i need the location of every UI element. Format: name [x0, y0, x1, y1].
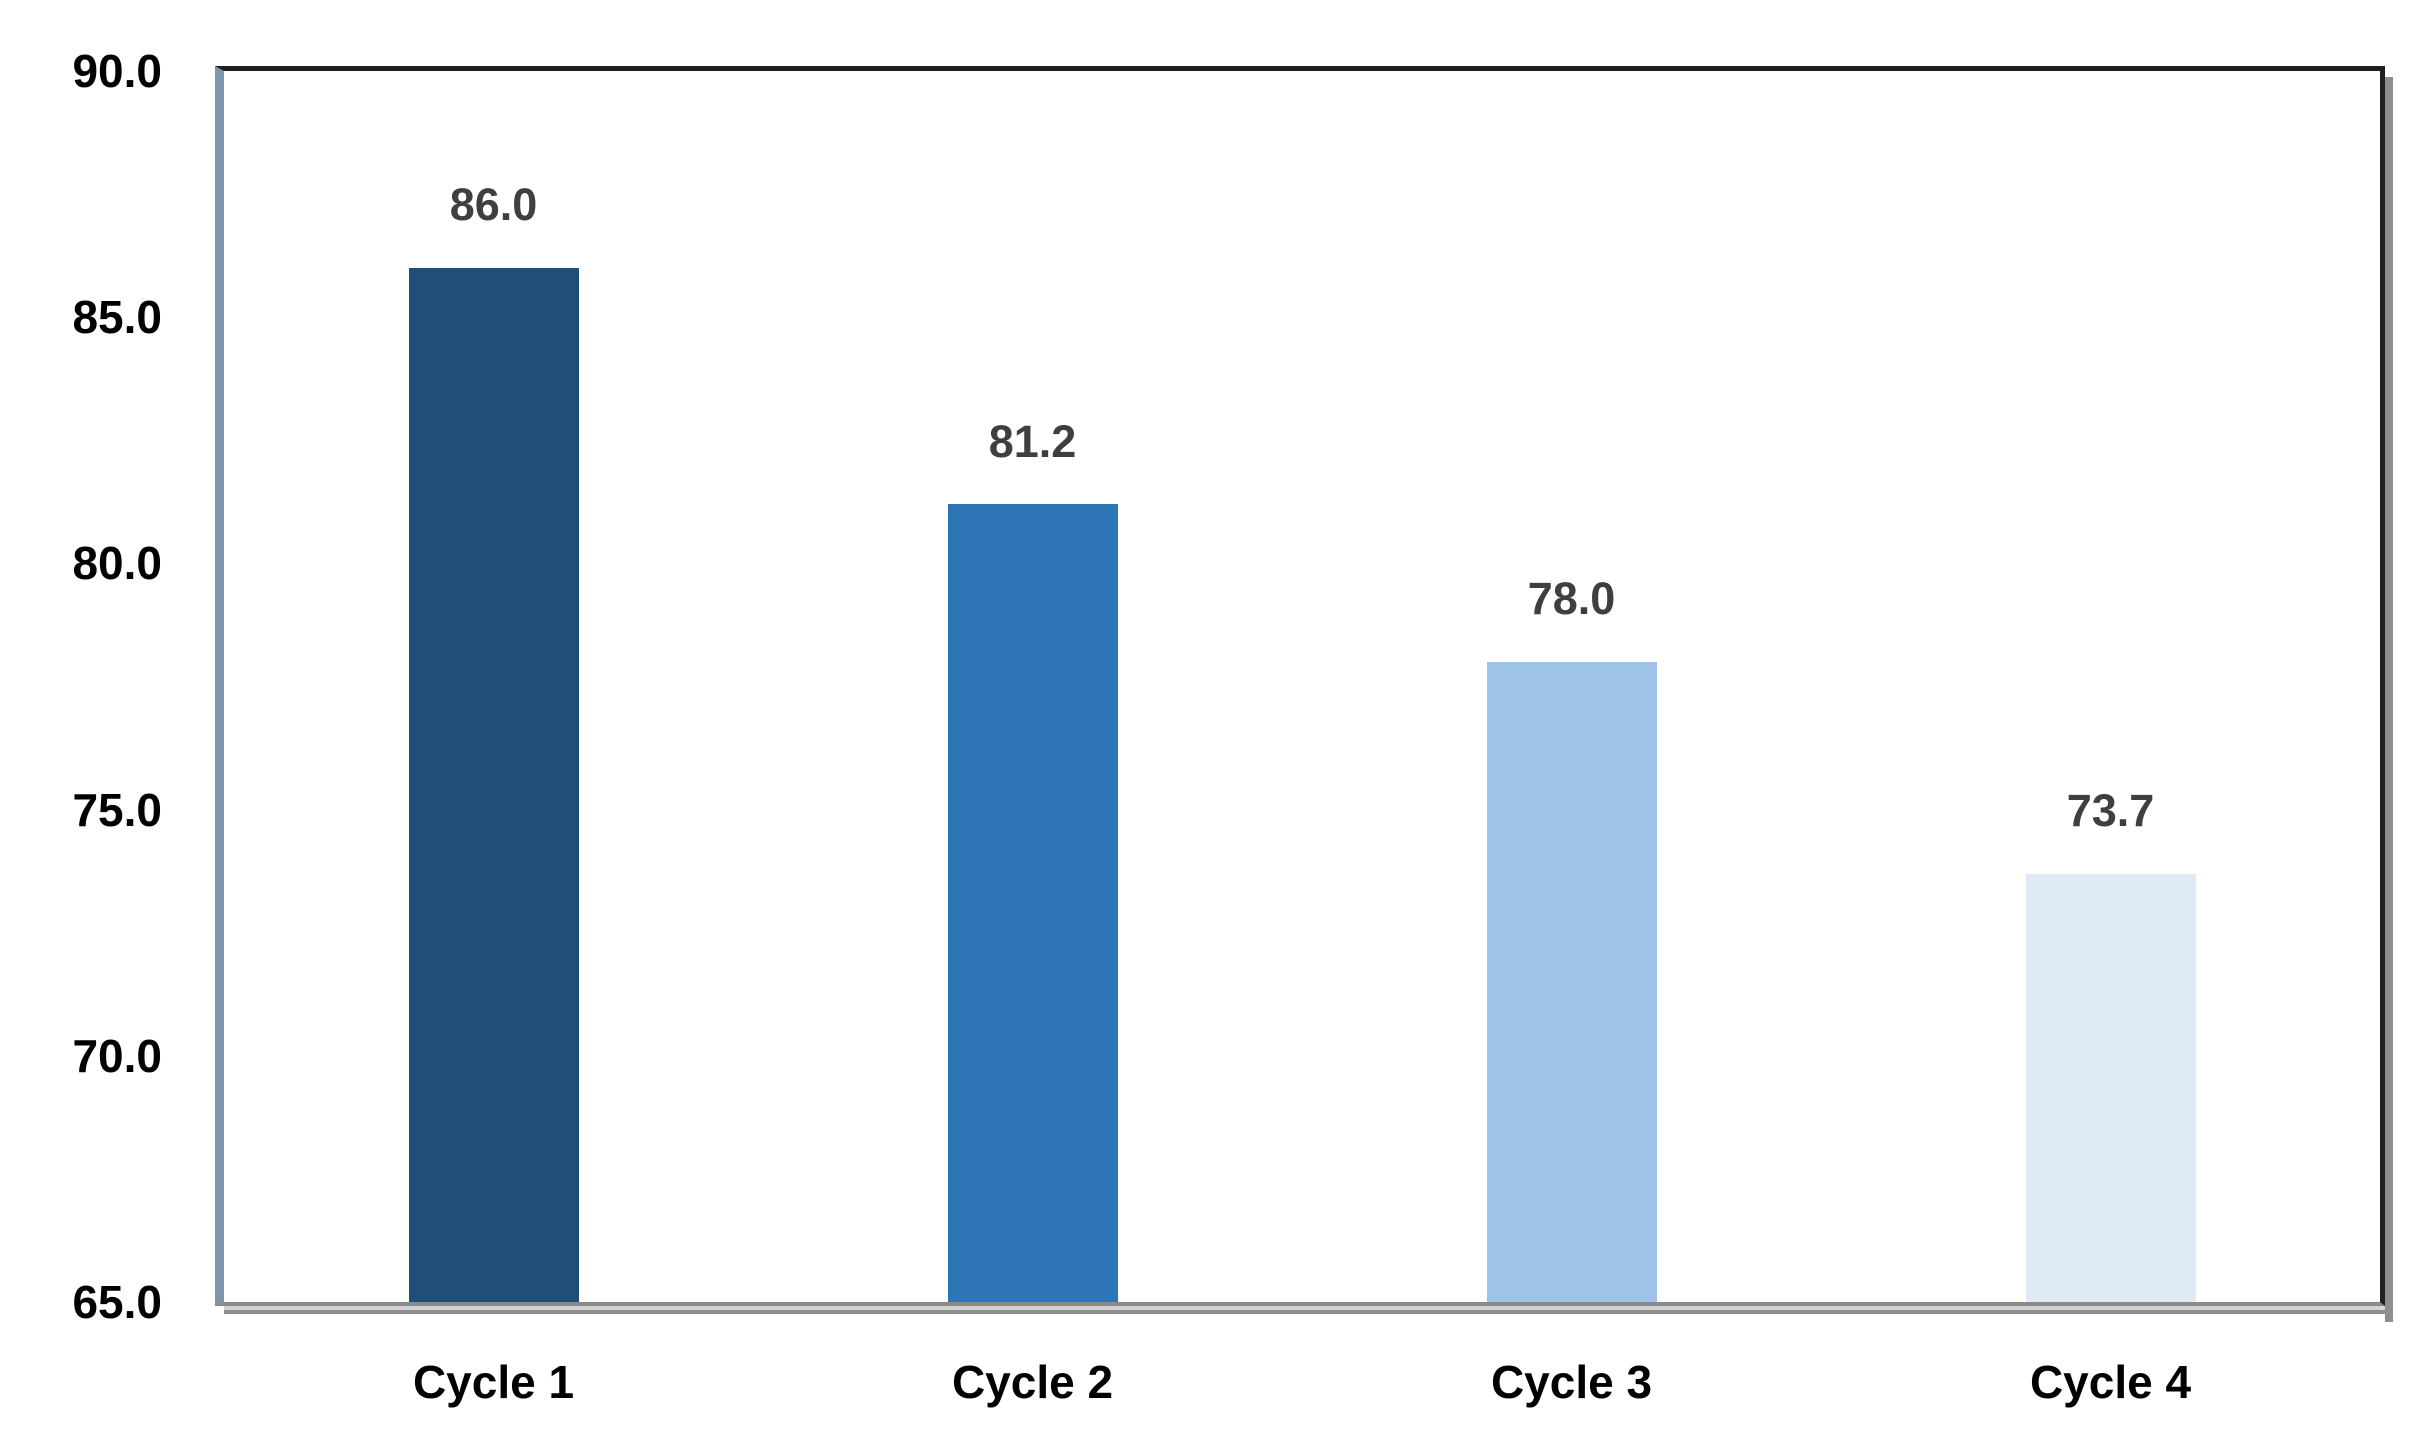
y-tick-label-85.0: 85.0 [72, 291, 162, 344]
plot-inner: 86.0 81.2 78.0 73.7 [224, 71, 2380, 1302]
bar-value-label-cycle-3: 78.0 [1527, 573, 1616, 625]
bar-cycle-1 [408, 267, 579, 1302]
bar-cycle-2 [947, 504, 1118, 1302]
x-axis-label-cycle-4: Cycle 4 [2029, 1356, 2192, 1408]
bar-value-label-cycle-1: 86.0 [449, 179, 538, 231]
x-axis-label-cycle-3: Cycle 3 [1490, 1356, 1653, 1408]
bar-value-label-cycle-2: 81.2 [988, 415, 1077, 467]
y-tick-label-90.0: 90.0 [72, 45, 162, 97]
x-axis-label-cycle-1: Cycle 1 [412, 1356, 575, 1408]
y-tick-label-75.0: 75.0 [72, 783, 162, 836]
bar-cycle-3 [1486, 661, 1657, 1302]
bar-cycle-4 [2025, 873, 2196, 1302]
y-tick-label-65.0: 65.0 [72, 1276, 162, 1328]
bar-value-label-cycle-4: 73.7 [2066, 785, 2155, 837]
y-tick-label-70.0: 70.0 [72, 1029, 162, 1082]
x-axis-category-labels: Cycle 1 Cycle 2 Cycle 3 Cycle 4 [224, 1352, 2380, 1422]
y-tick-label-80.0: 80.0 [72, 537, 162, 590]
x-axis-label-cycle-2: Cycle 2 [951, 1356, 1114, 1408]
plot-area: 86.0 81.2 78.0 73.7 [215, 66, 2393, 1322]
